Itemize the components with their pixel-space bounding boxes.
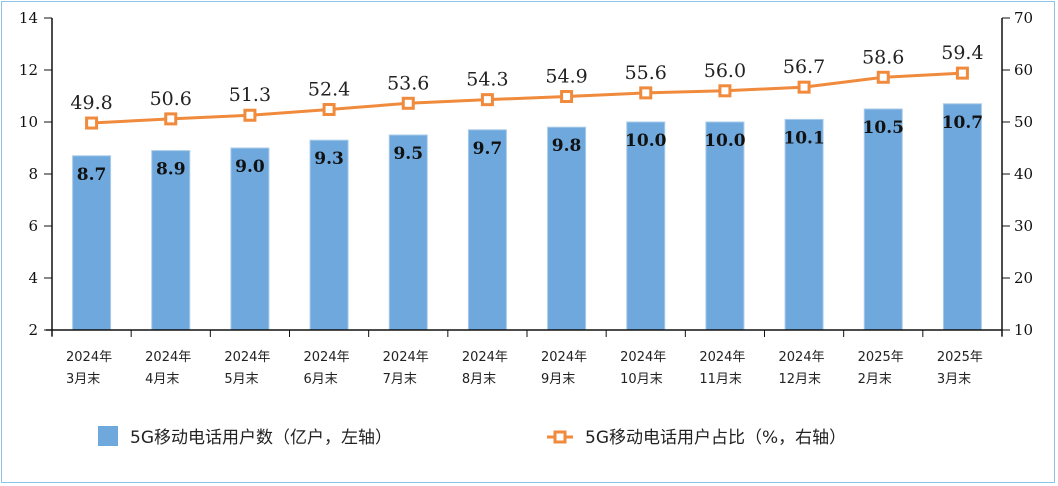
legend: 5G移动电话用户数（亿户，左轴） 5G移动电话用户占比（%，右轴） — [98, 426, 846, 448]
bar-data-label: 9.8 — [552, 136, 582, 156]
bar — [547, 126, 587, 331]
line-data-label: 51.3 — [229, 84, 271, 106]
x-tick-label: 10月末 — [620, 372, 663, 387]
bar-data-label: 8.9 — [156, 160, 186, 180]
line-marker — [876, 70, 890, 84]
line-marker — [480, 93, 494, 107]
right-tick-label: 50 — [1014, 113, 1033, 131]
bar — [151, 150, 191, 331]
bar — [784, 118, 824, 331]
x-tick-label: 12月末 — [779, 372, 822, 387]
x-tick-label: 2024年 — [224, 350, 270, 365]
line-marker — [85, 116, 99, 130]
left-tick-label: 8 — [28, 165, 38, 183]
line-data-label: 59.4 — [941, 42, 983, 64]
x-tick-label: 2024年 — [66, 350, 112, 365]
line-series: 49.8 50.6 51.3 52.4 53.6 54.3 54.9 55.6 56.0 56.7… — [70, 42, 984, 130]
line-data-label: 52.4 — [308, 79, 350, 101]
left-tick-label: 4 — [28, 269, 38, 287]
bar — [942, 103, 982, 331]
bar — [705, 121, 745, 331]
bar-data-label: 10.1 — [783, 128, 824, 148]
x-tick-label: 6月末 — [304, 372, 338, 387]
legend-label-bar: 5G移动电话用户数（亿户，左轴） — [130, 428, 392, 448]
x-tick-label: 8月末 — [462, 372, 496, 387]
bar — [230, 147, 270, 331]
line-data-label: 55.6 — [625, 62, 667, 84]
line-marker — [164, 112, 178, 126]
bar — [72, 155, 112, 331]
axes: 2 4 6 8 10 12 14 10 20 30 40 50 60 70 2024年 3月末 2024年 4月末… — [19, 9, 1033, 387]
line-data-label: 54.9 — [545, 66, 587, 88]
legend-label-line: 5G移动电话用户占比（%，右轴） — [585, 428, 846, 448]
bar-data-label: 10.0 — [625, 131, 667, 151]
x-tick-label: 11月末 — [699, 372, 742, 387]
bar-data-label: 8.7 — [77, 165, 107, 185]
line-marker — [322, 103, 336, 117]
x-tick-label: 2024年 — [699, 350, 745, 365]
bar — [388, 134, 428, 331]
x-tick-label: 2024年 — [304, 350, 350, 365]
x-tick-label: 2024年 — [462, 350, 508, 365]
x-tick-label: 2025年 — [858, 350, 904, 365]
line-data-label: 50.6 — [150, 88, 192, 110]
line-path — [91, 71, 963, 125]
x-tick-label: 2024年 — [779, 350, 825, 365]
bar — [467, 129, 507, 331]
line-data-label: 53.6 — [387, 72, 429, 94]
x-tick-label: 2025年 — [937, 350, 983, 365]
x-tick-label: 3月末 — [66, 372, 100, 387]
bar-data-label: 10.0 — [704, 131, 746, 151]
bar-data-label: 9.7 — [473, 139, 503, 159]
x-tick-label: 2024年 — [383, 350, 429, 365]
legend-swatch-bar — [98, 426, 118, 446]
left-tick-label: 10 — [19, 113, 38, 131]
line-data-label: 56.7 — [783, 56, 825, 78]
bar-data-label: 9.5 — [393, 144, 423, 164]
x-tick-label: 3月末 — [937, 372, 971, 387]
x-tick-label: 5月末 — [224, 372, 258, 387]
line-data-label: 56.0 — [704, 60, 746, 82]
x-tick-label: 2024年 — [541, 350, 587, 365]
x-tick-label: 9月末 — [541, 372, 575, 387]
line-marker — [797, 80, 811, 94]
bar-data-label: 9.0 — [235, 157, 265, 177]
left-tick-label: 2 — [28, 321, 38, 339]
legend-marker-icon — [553, 430, 567, 444]
bar-series: 8.7 8.9 9.0 9.3 9.5 9.7 9.8 10.0 10.0 10.1 10.5 10.… — [72, 103, 983, 331]
line-marker — [401, 96, 415, 110]
left-tick-label: 6 — [28, 217, 38, 235]
bar-data-label: 10.7 — [942, 113, 983, 133]
bar — [863, 108, 903, 331]
line-marker — [639, 86, 653, 100]
left-tick-label: 14 — [19, 9, 38, 27]
x-tick-label: 2024年 — [620, 350, 666, 365]
right-tick-label: 60 — [1014, 61, 1033, 79]
x-tick-label: 7月末 — [383, 372, 417, 387]
x-tick-label: 4月末 — [145, 372, 179, 387]
line-data-label: 49.8 — [70, 92, 112, 114]
line-marker — [560, 90, 574, 104]
x-tick-label: 2024年 — [145, 350, 191, 365]
line-data-label: 58.6 — [862, 46, 904, 68]
line-marker — [243, 108, 257, 122]
x-tick-label: 2月末 — [858, 372, 892, 387]
bar — [626, 121, 666, 331]
line-marker — [955, 66, 969, 80]
bar-data-label: 10.5 — [863, 118, 904, 138]
right-tick-label: 20 — [1014, 269, 1033, 287]
line-data-label: 54.3 — [466, 69, 508, 91]
right-tick-label: 40 — [1014, 165, 1033, 183]
line-marker — [718, 84, 732, 98]
left-tick-label: 12 — [19, 61, 38, 79]
bar-data-label: 9.3 — [314, 149, 344, 169]
right-tick-label: 70 — [1014, 9, 1033, 27]
right-tick-label: 30 — [1014, 217, 1033, 235]
right-tick-label: 10 — [1014, 321, 1033, 339]
